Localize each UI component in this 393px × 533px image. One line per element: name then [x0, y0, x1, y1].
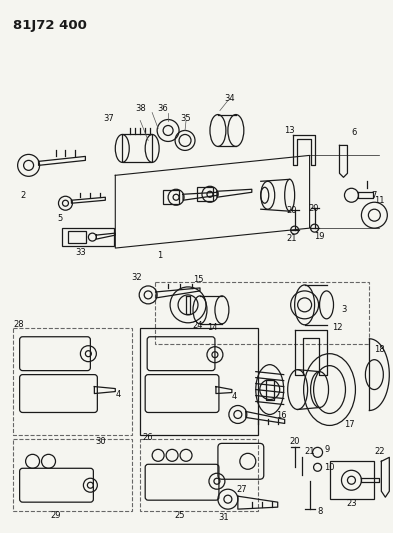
Text: 31: 31: [219, 513, 229, 522]
Text: 19: 19: [314, 232, 325, 240]
Bar: [62, 228, 114, 246]
Text: 22: 22: [374, 447, 385, 456]
Bar: [13, 328, 132, 435]
Bar: [163, 190, 179, 204]
Text: 17: 17: [344, 420, 355, 429]
Text: 25: 25: [175, 511, 185, 520]
Text: 21: 21: [286, 233, 297, 243]
Text: 38: 38: [135, 104, 145, 113]
Text: 16: 16: [276, 411, 287, 420]
Text: 20: 20: [286, 206, 297, 215]
Text: 10: 10: [324, 463, 335, 472]
Text: 11: 11: [374, 196, 385, 205]
Bar: [155, 282, 369, 344]
Text: 34: 34: [224, 94, 235, 103]
Bar: [329, 461, 375, 499]
Text: 2: 2: [20, 191, 25, 200]
Text: 6: 6: [352, 128, 357, 137]
Text: 33: 33: [75, 247, 86, 256]
Text: 14: 14: [207, 324, 217, 332]
Text: 12: 12: [332, 324, 343, 332]
Text: 35: 35: [181, 114, 191, 123]
Text: 23: 23: [346, 499, 357, 507]
Text: 20: 20: [289, 437, 300, 446]
Text: 36: 36: [158, 104, 169, 113]
Text: 3: 3: [342, 305, 347, 314]
Text: 9: 9: [325, 445, 330, 454]
Text: 29: 29: [50, 511, 61, 520]
Text: 4: 4: [231, 392, 237, 401]
Text: 1: 1: [158, 251, 163, 260]
Text: 30: 30: [95, 437, 106, 446]
Bar: [140, 439, 258, 511]
Text: 8: 8: [317, 507, 322, 515]
Text: 4: 4: [116, 390, 121, 399]
Text: 21: 21: [304, 447, 315, 456]
Text: 24: 24: [193, 321, 203, 330]
Bar: [13, 439, 132, 511]
Bar: [197, 187, 213, 201]
Bar: [68, 231, 86, 243]
Text: 37: 37: [103, 114, 114, 123]
Text: 18: 18: [374, 345, 385, 354]
Text: 7: 7: [372, 191, 377, 200]
Text: 13: 13: [285, 126, 295, 135]
Text: 20: 20: [309, 204, 319, 213]
Text: 27: 27: [237, 484, 247, 494]
Text: 28: 28: [13, 320, 24, 329]
Text: 5: 5: [58, 214, 63, 223]
Bar: [140, 328, 258, 435]
Bar: [122, 134, 152, 163]
Text: 26: 26: [143, 433, 154, 442]
Text: 15: 15: [193, 276, 203, 285]
Text: 32: 32: [131, 273, 141, 282]
Text: 81J72 400: 81J72 400: [13, 19, 86, 32]
